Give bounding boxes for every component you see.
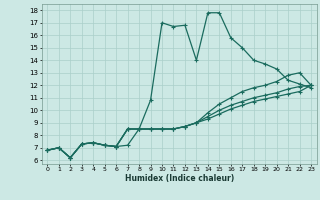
X-axis label: Humidex (Indice chaleur): Humidex (Indice chaleur): [124, 174, 234, 183]
